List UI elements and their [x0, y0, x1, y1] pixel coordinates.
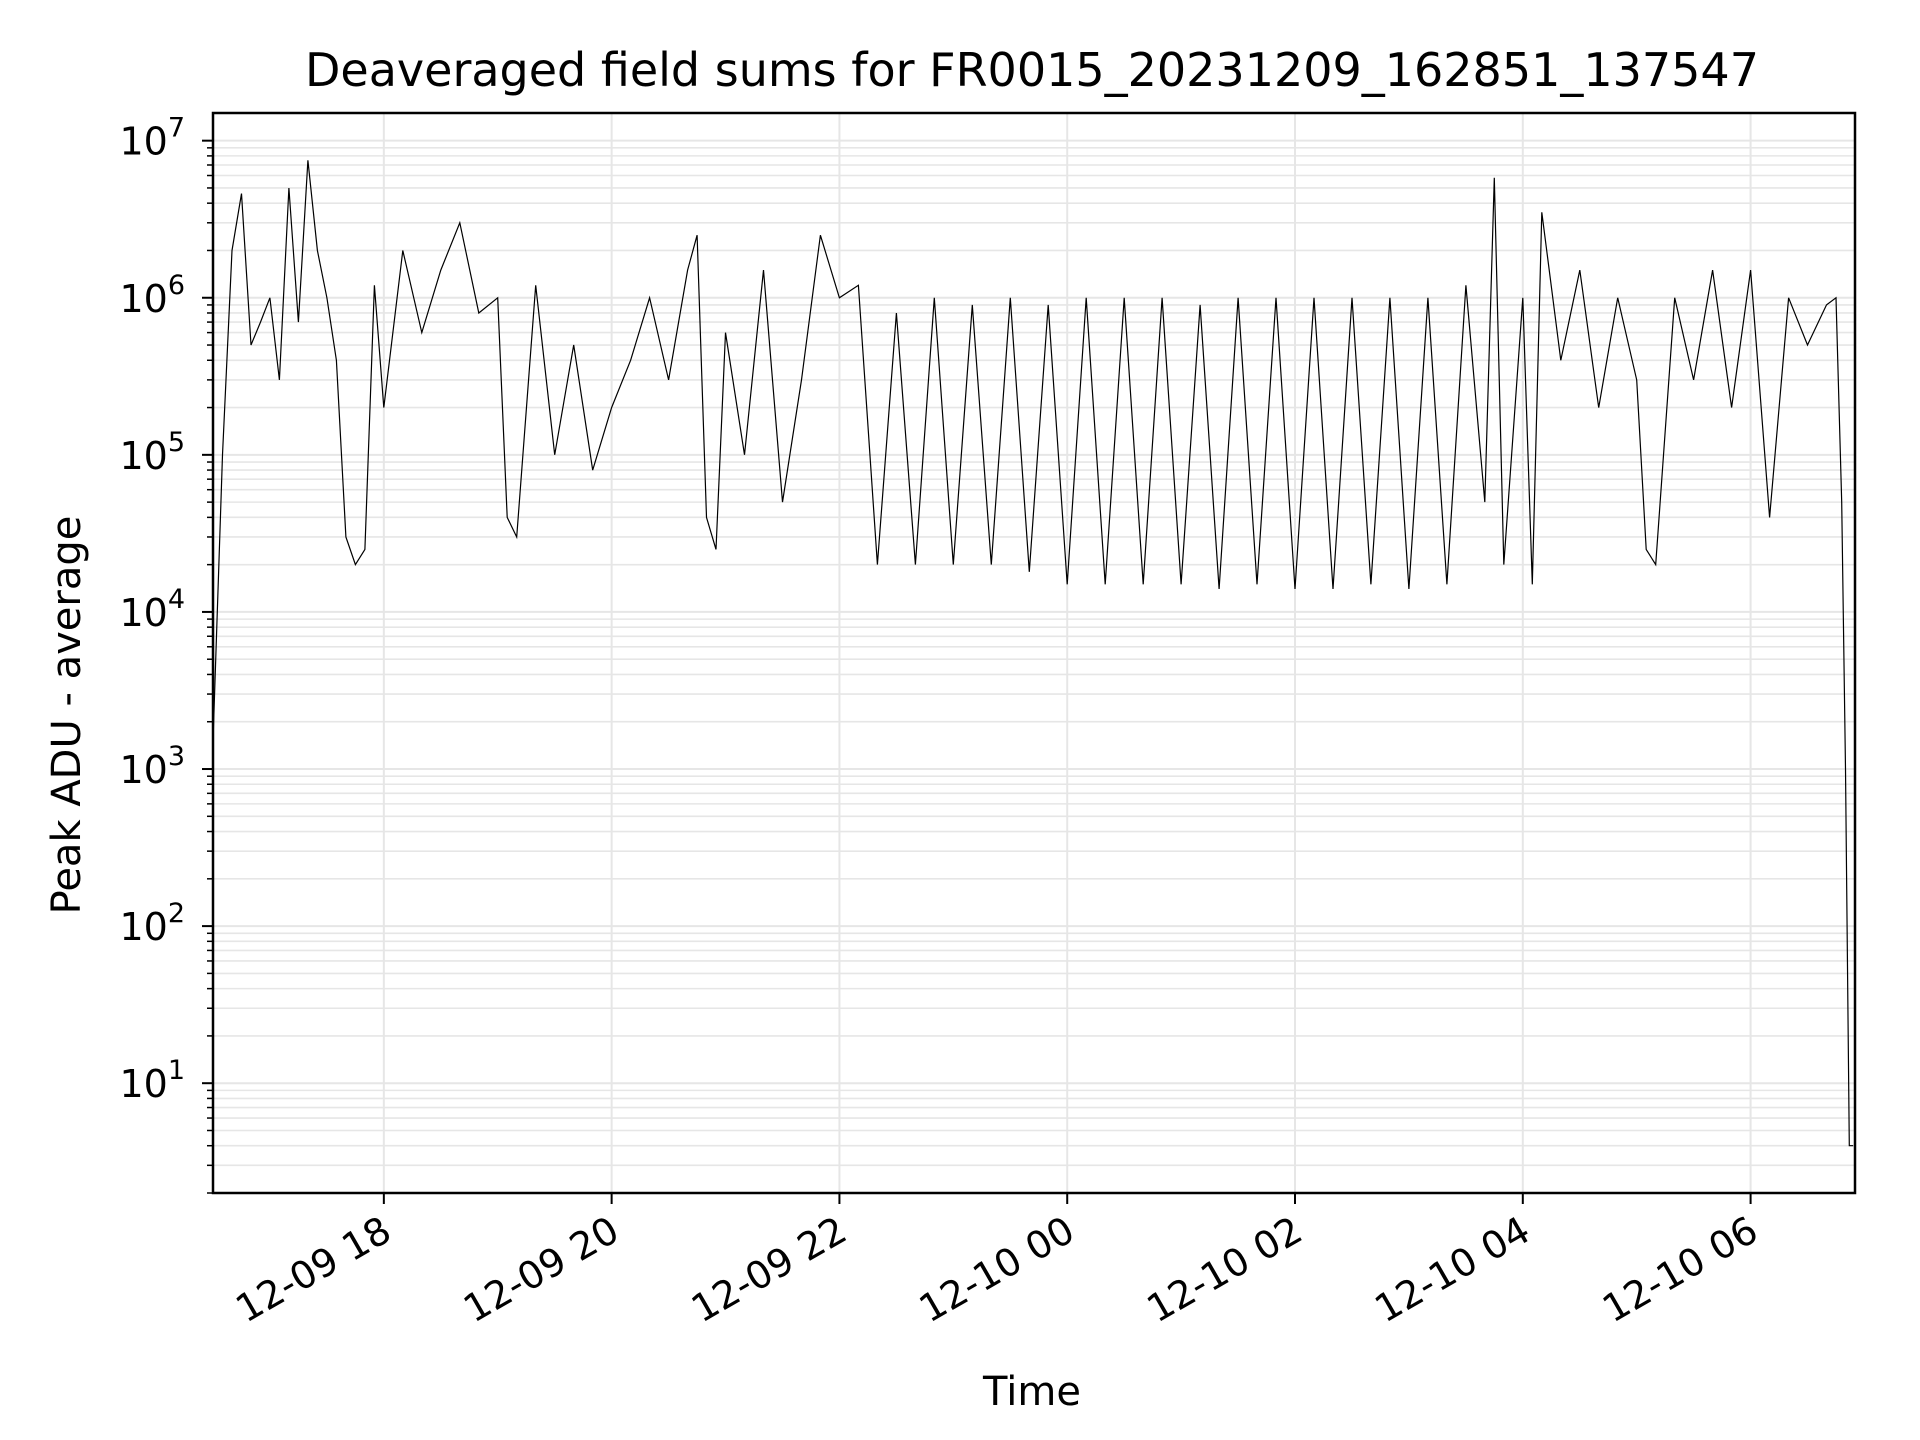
- y-axis-label: Peak ADU - average: [44, 516, 90, 915]
- y-tick-label: 106: [119, 270, 185, 321]
- y-tick-label: 102: [119, 898, 185, 949]
- x-axis-label: Time: [982, 1369, 1081, 1415]
- y-tick-label: 107: [119, 113, 185, 164]
- x-tick-label: 12-10 00: [912, 1208, 1082, 1332]
- x-tick-label: 12-10 04: [1367, 1208, 1537, 1332]
- y-tick-label: 101: [119, 1055, 185, 1106]
- series-line: [212, 160, 1854, 1147]
- x-tick-label: 12-09 20: [456, 1208, 626, 1332]
- x-tick-label: 12-10 06: [1595, 1208, 1765, 1332]
- plot-frame: [211, 111, 1857, 1195]
- x-axis: 12-09 18 12-09 20 12-09 22 12-10 00 12-10 02…: [228, 1193, 1765, 1331]
- y-tick-label: 104: [119, 584, 185, 635]
- y-tick-label: 103: [119, 741, 185, 792]
- chart-title: Deaveraged field sums for FR0015_2023120…: [305, 43, 1759, 97]
- x-tick-label: 12-09 22: [684, 1208, 854, 1332]
- y-axis: 101 102 103 104 105 106 107: [119, 113, 213, 1194]
- y-tick-label: 105: [119, 427, 185, 478]
- x-tick-label: 12-10 02: [1140, 1208, 1310, 1332]
- grid: [213, 113, 1855, 1194]
- x-tick-label: 12-09 18: [228, 1208, 398, 1332]
